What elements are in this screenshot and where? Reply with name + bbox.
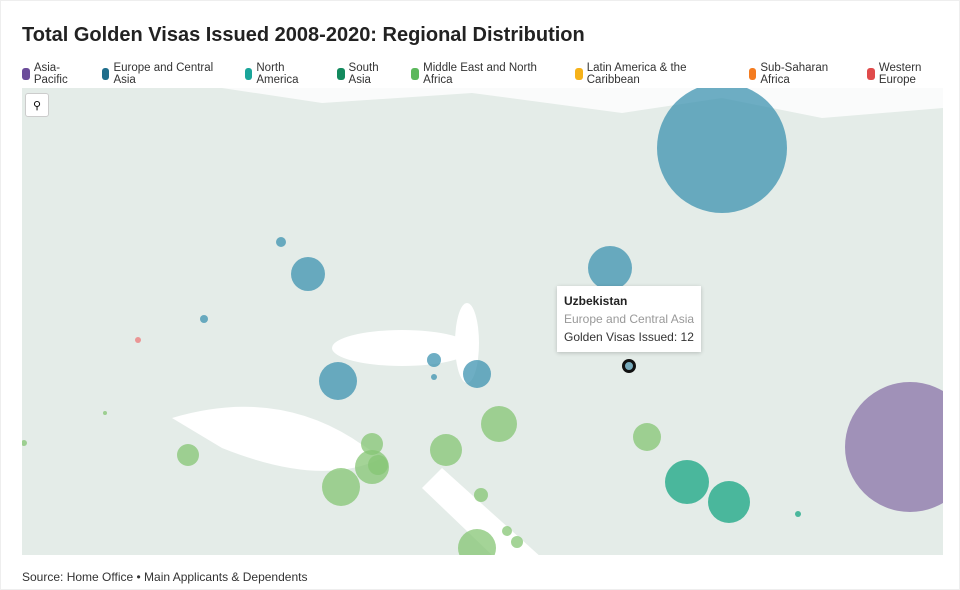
selected-country-marker[interactable]: [622, 359, 636, 373]
country-bubble[interactable]: [135, 337, 141, 343]
legend-item[interactable]: Sub-Saharan Africa: [748, 62, 858, 86]
country-bubble[interactable]: [795, 511, 801, 517]
legend-label: Europe and Central Asia: [113, 62, 214, 86]
country-bubble[interactable]: [22, 440, 27, 446]
legend-label: Latin America & the Caribbean: [586, 62, 687, 86]
legend-item[interactable]: Latin America & the Caribbean: [574, 62, 740, 86]
country-bubble[interactable]: [291, 257, 325, 291]
tooltip-region: Europe and Central Asia: [564, 312, 695, 326]
bubble-map[interactable]: [22, 88, 943, 555]
country-bubble[interactable]: [708, 481, 750, 523]
country-bubble[interactable]: [588, 246, 632, 290]
country-bubble[interactable]: [430, 434, 462, 466]
tooltip: Uzbekistan Europe and Central Asia Golde…: [557, 286, 702, 352]
country-bubble[interactable]: [481, 406, 517, 442]
search-icon: ⚲: [32, 99, 42, 112]
country-bubble[interactable]: [427, 353, 441, 367]
country-bubble[interactable]: [657, 88, 787, 213]
legend-label: Western Europe: [878, 62, 922, 86]
legend-label: Asia-Pacific: [33, 62, 68, 86]
legend-item[interactable]: Europe and Central Asia: [101, 62, 236, 86]
legend-swatch: [101, 68, 110, 80]
legend-label: Middle East and North Africa: [423, 62, 537, 86]
country-bubble[interactable]: [103, 411, 107, 415]
legend: Asia-Pacific Europe and Central Asia North…: [22, 62, 960, 86]
tooltip-country: Uzbekistan: [564, 294, 628, 308]
country-bubble[interactable]: [431, 374, 437, 380]
tooltip-value: Golden Visas Issued: 12: [564, 330, 694, 344]
country-bubble[interactable]: [633, 423, 661, 451]
country-bubble[interactable]: [511, 536, 523, 548]
legend-swatch: [411, 68, 420, 80]
legend-swatch: [22, 68, 30, 80]
country-bubble[interactable]: [665, 460, 709, 504]
map-water: [22, 88, 943, 555]
legend-label: Sub-Saharan Africa: [760, 62, 829, 86]
country-bubble[interactable]: [361, 433, 383, 455]
country-bubble[interactable]: [177, 444, 199, 466]
legend-swatch: [336, 68, 345, 80]
legend-item[interactable]: Asia-Pacific: [22, 62, 93, 86]
zoom-button[interactable]: ⚲: [25, 93, 49, 117]
country-bubble[interactable]: [458, 529, 496, 555]
country-bubble[interactable]: [502, 526, 512, 536]
legend-item[interactable]: Western Europe: [867, 62, 960, 86]
country-bubble[interactable]: [200, 315, 208, 323]
legend-swatch: [867, 68, 875, 80]
legend-label: South Asia: [348, 62, 379, 86]
country-bubble[interactable]: [474, 488, 488, 502]
legend-label: North America: [256, 62, 299, 86]
legend-item[interactable]: North America: [244, 62, 328, 86]
chart-title: Total Golden Visas Issued 2008-2020: Reg…: [22, 24, 585, 46]
country-bubble[interactable]: [276, 237, 286, 247]
country-bubble[interactable]: [463, 360, 491, 388]
legend-swatch: [748, 68, 757, 80]
legend-item[interactable]: Middle East and North Africa: [411, 62, 566, 86]
legend-swatch: [244, 68, 253, 80]
legend-swatch: [574, 68, 583, 80]
country-bubble[interactable]: [319, 362, 357, 400]
country-bubble[interactable]: [368, 455, 388, 475]
country-bubble[interactable]: [845, 382, 943, 512]
legend-item[interactable]: South Asia: [336, 62, 403, 86]
country-bubble[interactable]: [322, 468, 360, 506]
source-note: Source: Home Office • Main Applicants & …: [22, 570, 308, 584]
